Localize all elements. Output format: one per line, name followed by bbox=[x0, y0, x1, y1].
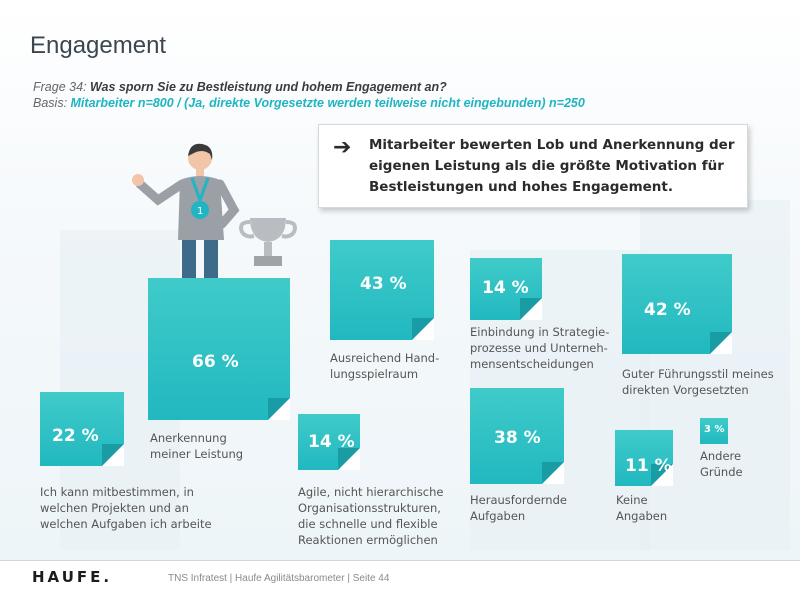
bar-tile-43: 43 % bbox=[330, 240, 434, 340]
page-curl bbox=[102, 444, 124, 466]
data-label-42: 42 % bbox=[644, 300, 691, 320]
bar-tile-3: 3 % bbox=[700, 418, 728, 444]
bar-tile-22: 22 % bbox=[40, 392, 124, 466]
data-label-43: 43 % bbox=[360, 274, 407, 294]
basis-line: Basis: Mitarbeiter n=800 / (Ja, direkte … bbox=[33, 96, 585, 110]
data-label-66: 66 % bbox=[192, 352, 239, 372]
basis-text: Mitarbeiter n=800 / (Ja, direkte Vorgese… bbox=[70, 96, 585, 110]
category-label-38: Herausfordernde Aufgaben bbox=[470, 493, 567, 523]
category-label-22: Ich kann mitbestimmen, in welchen Projekt… bbox=[40, 485, 212, 531]
category-label-43: Ausreichend Hand-lungsspielraum bbox=[330, 351, 440, 381]
basis-prefix: Basis: bbox=[33, 96, 71, 110]
question-text: Was sporn Sie zu Bestleistung und hohem … bbox=[89, 80, 447, 94]
data-label-38: 38 % bbox=[494, 428, 541, 448]
page-curl bbox=[710, 332, 732, 354]
person-with-medal-illustration: 1 bbox=[132, 143, 297, 288]
page-curl bbox=[338, 448, 360, 470]
page-title: Engagement bbox=[30, 32, 167, 59]
bar-tile-14-einbindung: 14 % bbox=[470, 258, 542, 320]
bar-tile-42: 42 % bbox=[622, 254, 732, 354]
category-label-66: Anerkennung meiner Leistung bbox=[150, 431, 244, 461]
callout-text: Mitarbeiter bewerten Lob und Anerkennung… bbox=[369, 137, 735, 195]
question-line: Frage 34: Was sporn Sie zu Bestleistung … bbox=[33, 80, 447, 94]
data-label-22: 22 % bbox=[52, 426, 99, 446]
bar-tile-14-agile: 14 % bbox=[298, 414, 360, 470]
page-curl bbox=[651, 464, 673, 486]
question-prefix: Frage 34: bbox=[33, 80, 90, 94]
footer-divider bbox=[0, 560, 800, 561]
page-curl bbox=[542, 462, 564, 484]
category-label-42: Guter Führungsstil meines direkten Vorges… bbox=[622, 367, 774, 397]
data-label-3: 3 % bbox=[704, 424, 725, 435]
data-label-14-agile: 14 % bbox=[308, 432, 355, 452]
page-curl bbox=[520, 298, 542, 320]
page-curl bbox=[268, 398, 290, 420]
category-label-14-einbindung: Einbindung in Strategie-prozesse und Unt… bbox=[470, 325, 610, 371]
footer-text: TNS Infratest | Haufe Agilitätsbarometer… bbox=[168, 573, 390, 584]
bar-tile-66: 66 % bbox=[148, 278, 290, 420]
data-label-11: 11 % bbox=[625, 456, 672, 476]
category-label-3: Andere Gründe bbox=[700, 449, 743, 479]
category-label-14-agile: Agile, nicht hierarchische Organisationss… bbox=[298, 485, 444, 547]
page-curl bbox=[412, 318, 434, 340]
svg-text:1: 1 bbox=[197, 206, 203, 217]
key-finding-callout: ➔ Mitarbeiter bewerten Lob und Anerkennu… bbox=[318, 124, 748, 208]
arrow-right-icon: ➔ bbox=[333, 135, 352, 160]
data-label-14-einbindung: 14 % bbox=[482, 278, 529, 298]
haufe-logo: HAUFE. bbox=[32, 568, 113, 586]
bar-tile-38: 38 % bbox=[470, 388, 564, 484]
category-label-11: Keine Angaben bbox=[616, 493, 668, 523]
bar-tile-11: 11 % bbox=[615, 430, 673, 486]
